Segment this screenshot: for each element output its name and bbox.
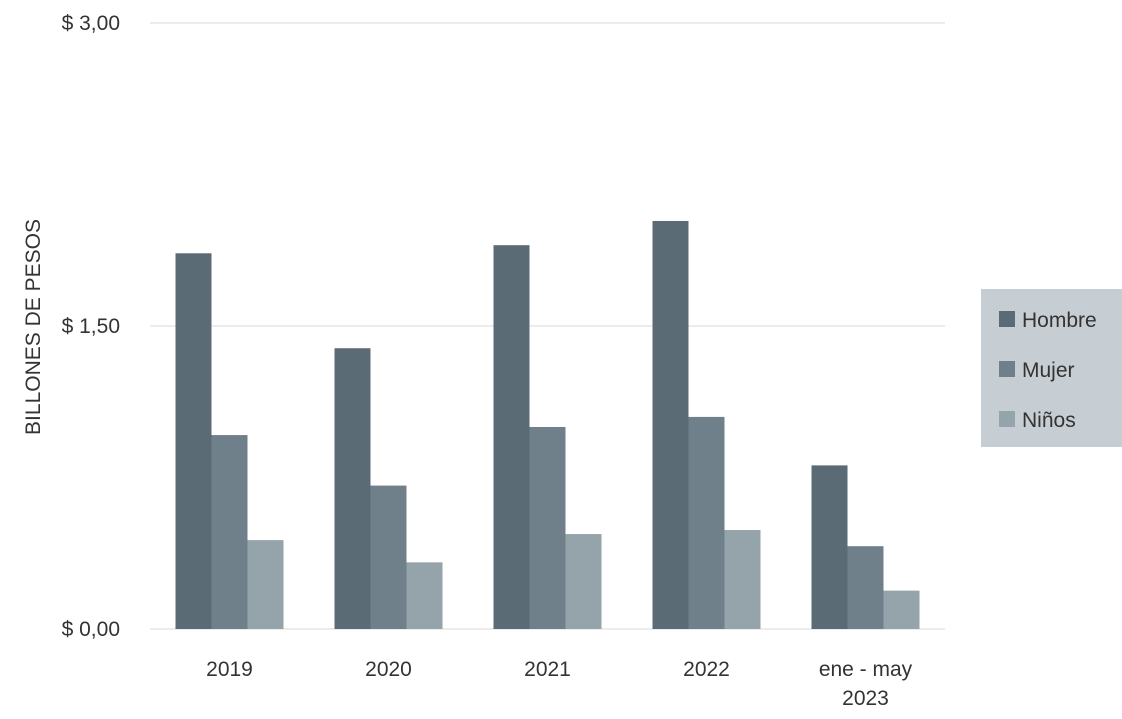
legend-label: Mujer [1022,359,1075,382]
bar-ni-os [883,590,920,629]
x-category-label: 2022 [683,658,730,681]
bar-mujer [529,427,566,629]
x-category-label-line: 2019 [206,658,253,681]
x-category-label: 2021 [524,658,571,681]
y-axis-ticks: $ 0,00 $ 1,50 $ 3,00 [62,12,120,641]
x-category-label-line: 2023 [842,687,889,710]
bar-ni-os [247,540,284,629]
x-category-label: 2020 [365,658,412,681]
y-axis-title: BILLONES DE PESOS [22,219,45,435]
x-category-label-line: 2022 [683,658,730,681]
legend-swatch [999,361,1015,377]
x-category-label-line: ene - may [819,658,913,681]
y-tick-label: $ 0,00 [62,618,120,641]
legend-label: Hombre [1022,309,1097,332]
bar-ni-os [565,534,602,629]
bar-hombre [811,465,848,629]
legend: Hombre Mujer Niños [981,289,1122,447]
bar-ni-os [406,562,443,629]
legend-swatch [999,411,1015,427]
y-tick-label: $ 1,50 [62,315,120,338]
x-category-label-line: 2020 [365,658,412,681]
bar-hombre [334,348,371,629]
y-tick-label: $ 3,00 [62,12,120,35]
x-category-label: 2019 [206,658,253,681]
x-category-label: ene - may 2023 [819,658,913,710]
bars [175,220,920,629]
bar-mujer [211,435,248,629]
legend-label: Niños [1022,409,1076,432]
bar-hombre [652,220,689,629]
bar-mujer [847,546,884,629]
bar-hombre [175,253,212,629]
legend-swatch [999,311,1015,327]
bar-ni-os [724,530,761,629]
bar-hombre [493,245,530,629]
bar-mujer [688,416,725,629]
bar-mujer [370,485,407,629]
x-axis-categories: 2019 2020 2021 2022 ene - may 2023 [206,658,913,710]
x-category-label-line: 2021 [524,658,571,681]
